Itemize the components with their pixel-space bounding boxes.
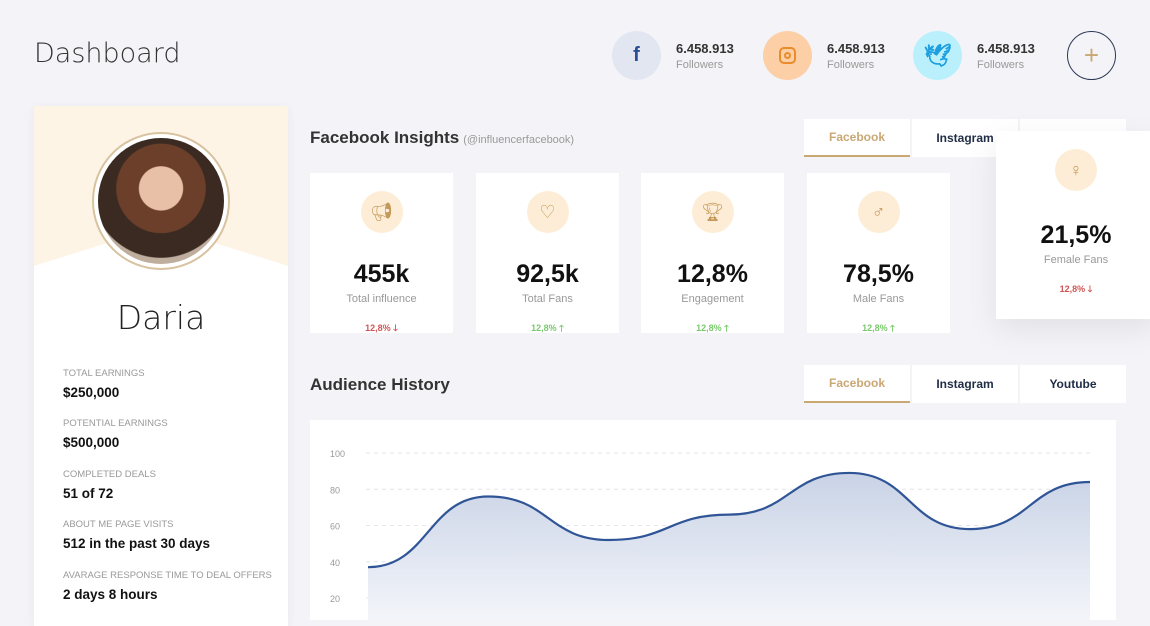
stat-value: 512 in the past 30 days [63,536,211,551]
stat-value: $500,000 [63,435,120,450]
profile-name: Daria [116,298,206,337]
card-change: 12,8% 🡓 [310,321,453,337]
megaphone-icon: 📢︎ [360,191,403,233]
change-value: 12,8% [862,323,888,333]
twitter-followers[interactable]: 🕊︎ 6.458.913 Followers [913,31,1035,80]
profile-card: Daria Total earnings $250,000 Potential e… [34,106,288,626]
plus-icon: + [1083,40,1100,70]
card-value: 92,5k [516,260,579,288]
card-female-fans: ♀ 21,5% Female Fans 12,8% 🡓 [996,131,1150,319]
stat-label: Total earnings [63,368,145,379]
female-icon: ♀ [1055,149,1097,191]
stat-page-visits: About me page visits 512 in the past 30 d… [63,519,210,551]
arrow-up-icon: 🡑 [890,323,895,333]
arrow-up-icon: 🡑 [559,323,564,333]
add-account-button[interactable]: + [1067,31,1116,80]
change-value: 12,8% [696,323,722,333]
male-icon: ♂ [857,191,900,233]
stat-completed-deals: Completed deals 51 of 72 [63,469,156,501]
stat-value: 2 days 8 hours [63,587,158,602]
instagram-followers[interactable]: 6.458.913 Followers [763,31,885,80]
follower-count: 6.458.913 [827,40,885,56]
area-fill [368,472,1090,620]
card-change: 12,8% 🡓 [996,282,1150,298]
card-value: 455k [353,260,410,288]
change-value: 12,8% [531,323,557,333]
arrow-up-icon: 🡑 [724,323,729,333]
follower-label: Followers [676,58,724,71]
stat-potential-earnings: Potential earnings $500,000 [63,418,168,450]
y-tick-label: 100 [330,449,345,459]
tab-facebook[interactable]: Facebook [804,119,910,157]
trophy-icon: 🏆︎ [691,191,734,233]
card-total-influence: 📢︎ 455k Total influence 12,8% 🡓 [310,173,453,333]
twitter-icon: 🕊︎ [913,31,962,80]
series-line [367,471,1091,569]
audience-chart: 100 80 60 40 20 [310,420,1116,620]
facebook-icon: f [612,31,661,80]
card-change: 12,8% 🡑 [807,321,950,337]
change-value: 12,8% [1059,284,1086,294]
card-total-fans: ♡ 92,5k Total Fans 12,8% 🡑 [476,173,619,333]
card-label: Total Fans [522,293,573,305]
avatar [92,132,230,270]
arrow-down-icon: 🡓 [393,323,398,333]
card-label: Male Fans [852,293,905,305]
heart-icon: ♡ [526,191,569,233]
follower-label: Followers [827,58,875,71]
y-tick-label: 80 [330,485,340,495]
y-tick-label: 60 [330,522,340,532]
follower-count: 6.458.913 [977,40,1035,56]
card-engagement: 🏆︎ 12,8% Engagement 12,8% 🡑 [641,173,784,333]
card-value: 12,8% [677,260,748,288]
instagram-icon [763,31,812,80]
card-label: Total influence [346,293,417,305]
audience-title: Audience History [310,375,450,394]
stat-label: Avarage response time to deal offers [63,570,272,581]
stat-label: About me page visits [63,519,174,530]
stat-value: $250,000 [63,385,120,400]
facebook-followers[interactable]: f 6.458.913 Followers [612,31,734,80]
audience-chart-svg: 100 80 60 40 20 [330,449,1091,620]
card-label: Female Fans [1043,254,1109,266]
audience-tabs: Facebook Instagram Youtube [804,365,1128,403]
stat-total-earnings: Total earnings $250,000 [63,368,145,400]
insights-handle: (@influencerfacebook) [463,134,575,146]
y-tick-label: 40 [330,558,340,568]
stat-value: 51 of 72 [63,486,114,501]
stat-label: Completed deals [63,469,156,480]
tab-youtube[interactable]: Youtube [1020,365,1126,403]
card-change: 12,8% 🡑 [641,321,784,337]
tab-instagram[interactable]: Instagram [912,365,1018,403]
y-tick-label: 20 [330,594,340,604]
tab-facebook[interactable]: Facebook [804,365,910,403]
stat-label: Potential earnings [63,418,168,429]
change-value: 12,8% [365,323,391,333]
card-label: Engagement [681,293,744,305]
card-male-fans: ♂ 78,5% Male Fans 12,8% 🡑 [807,173,950,333]
card-change: 12,8% 🡑 [476,321,619,337]
follower-label: Followers [977,58,1025,71]
card-value: 78,5% [843,260,914,288]
card-value: 21,5% [1040,221,1112,249]
arrow-down-icon: 🡓 [1087,284,1093,294]
follower-count: 6.458.913 [676,40,734,56]
insights-heading: Facebook Insights [310,128,460,147]
insights-title: Facebook Insights (@influencerfacebook) [310,128,574,148]
page-title: Dashboard [34,38,181,69]
stat-response-time: Avarage response time to deal offers 2 da… [63,570,272,602]
